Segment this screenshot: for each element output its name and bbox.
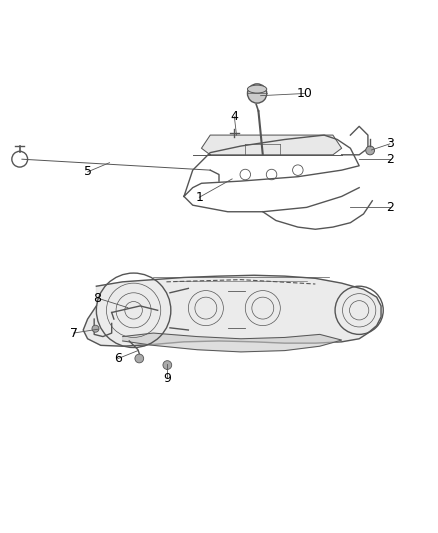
Text: 9: 9 (163, 372, 171, 385)
Text: 1: 1 (195, 191, 203, 204)
Circle shape (135, 354, 144, 363)
Text: 3: 3 (386, 138, 394, 150)
Text: 4: 4 (230, 110, 238, 123)
Circle shape (163, 361, 172, 369)
Circle shape (366, 146, 374, 155)
Text: 2: 2 (386, 201, 394, 214)
Circle shape (92, 325, 99, 332)
Text: 8: 8 (93, 292, 101, 304)
Text: 7: 7 (70, 327, 78, 340)
Text: 2: 2 (386, 152, 394, 166)
Polygon shape (83, 275, 381, 346)
Circle shape (247, 84, 267, 103)
Polygon shape (123, 333, 342, 352)
Ellipse shape (247, 85, 267, 93)
Polygon shape (201, 135, 342, 155)
Text: 6: 6 (114, 352, 122, 365)
Text: 10: 10 (297, 87, 312, 100)
Text: 5: 5 (84, 165, 92, 179)
